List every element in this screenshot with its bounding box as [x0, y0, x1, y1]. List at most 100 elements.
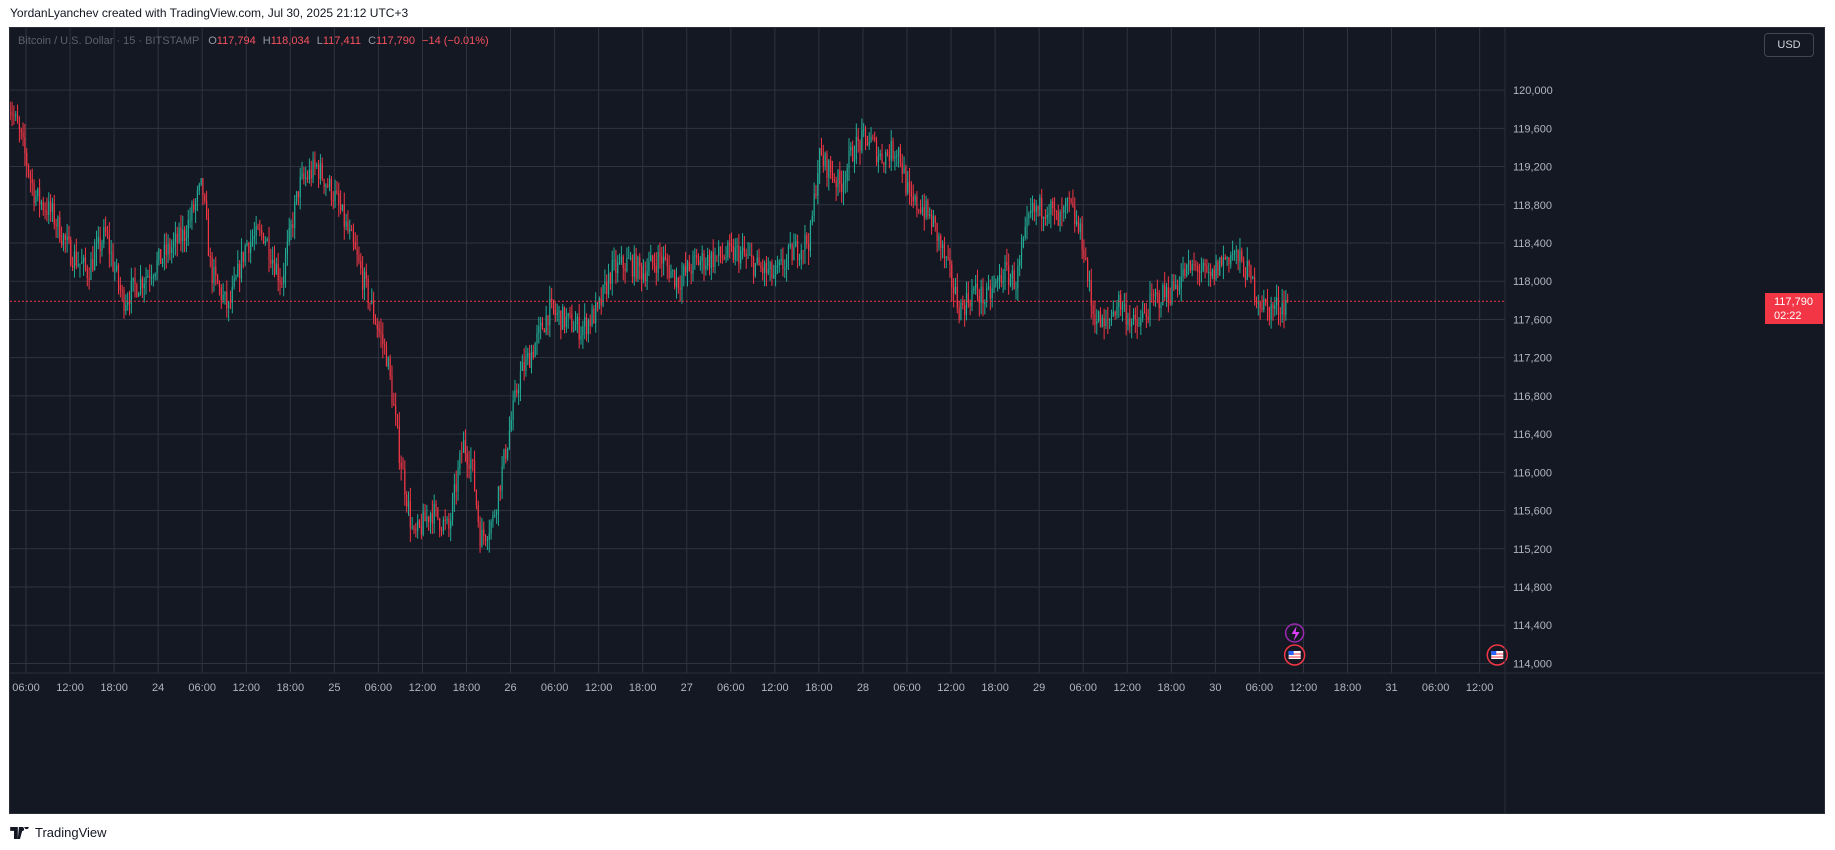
candle-body	[962, 302, 964, 306]
candle-body	[677, 277, 679, 289]
candle-body	[328, 179, 331, 187]
candle-body	[743, 247, 745, 255]
candle-body	[745, 254, 747, 256]
candle-body	[615, 259, 617, 274]
candle-body	[472, 459, 474, 461]
candle-body	[991, 288, 993, 299]
candle-body	[696, 255, 698, 258]
symbol-name[interactable]: Bitcoin / U.S. Dollar · 15 · BITSTAMP	[18, 35, 200, 47]
candle-body	[462, 440, 465, 453]
candle-body	[519, 371, 522, 390]
y-tick-label: 116,800	[1513, 391, 1552, 403]
candle-body	[989, 286, 991, 299]
currency-button[interactable]: USD	[1764, 33, 1814, 57]
candle-body	[795, 240, 797, 247]
price-chart[interactable]: 114,000 114,400 114,800 115,200 115,600 116,0…	[10, 28, 1825, 814]
candle-body	[705, 265, 707, 270]
x-tick-label: 12:00	[409, 682, 437, 694]
candle-body	[1030, 210, 1032, 214]
candle-body	[765, 263, 768, 274]
x-tick-label: 24	[152, 682, 164, 694]
candle-body	[719, 246, 722, 257]
candle-body	[771, 262, 773, 278]
candle-body	[747, 254, 749, 256]
candle-body	[211, 256, 213, 284]
candle-body	[890, 140, 892, 161]
candle-body	[573, 330, 575, 332]
candle-body	[171, 247, 173, 254]
candle-body	[301, 173, 303, 177]
candle-body	[292, 224, 294, 228]
candle-body	[136, 284, 138, 297]
candle-body	[455, 484, 457, 492]
candle-body	[813, 193, 815, 217]
candle-body	[1068, 197, 1070, 199]
us-flag-event-icon[interactable]	[1283, 644, 1306, 666]
candle-body	[231, 286, 233, 303]
candle-body	[145, 277, 147, 284]
candle-body	[321, 163, 323, 180]
x-tick-label: 12:00	[56, 682, 84, 694]
candle-body	[584, 317, 586, 327]
candle-body	[152, 276, 154, 278]
candle-body	[1145, 312, 1147, 318]
candle-body	[481, 529, 483, 547]
candle-body	[1244, 276, 1247, 280]
candle-body	[1063, 206, 1065, 213]
candle-body	[198, 184, 200, 191]
candle-body	[885, 151, 887, 165]
candle-body	[250, 241, 252, 253]
candle-body	[956, 286, 958, 309]
chart-panel[interactable]: 114,000 114,400 114,800 115,200 115,600 116,0…	[9, 27, 1825, 814]
candle-body	[1281, 302, 1283, 315]
candle-body	[413, 527, 415, 529]
candle-body	[1098, 311, 1100, 322]
symbol-legend[interactable]: Bitcoin / U.S. Dollar · 15 · BITSTAMP O1…	[18, 35, 489, 47]
candle-body	[1081, 223, 1083, 250]
candle-body	[516, 389, 518, 394]
candle-body	[349, 229, 351, 232]
candle-body	[501, 465, 503, 491]
candle-body	[975, 283, 977, 289]
candle-body	[468, 464, 470, 470]
candle-body	[596, 302, 599, 304]
candle-body	[240, 251, 243, 279]
candle-body	[178, 227, 180, 243]
candle-body	[1220, 257, 1223, 266]
candle-body	[510, 420, 512, 431]
candle-body	[356, 248, 358, 255]
candle-body	[1224, 257, 1226, 260]
candle-body	[420, 525, 422, 535]
candle-body	[1197, 266, 1199, 273]
candle-body	[409, 501, 411, 528]
candle-body	[774, 265, 777, 275]
candle-body	[1202, 262, 1204, 271]
candle-body	[534, 343, 536, 357]
footer-brand[interactable]: TradingView	[10, 825, 107, 840]
candle-body	[1118, 294, 1120, 307]
candle-body	[565, 316, 567, 328]
candle-body	[255, 226, 257, 236]
candle-body	[339, 204, 342, 211]
lightning-event-icon[interactable]	[1284, 623, 1305, 643]
candle-body	[1008, 265, 1010, 286]
candle-body	[762, 267, 764, 274]
candle-body	[598, 298, 600, 303]
us-flag-event-icon[interactable]	[1486, 644, 1509, 666]
candle-body	[1101, 317, 1103, 328]
x-tick-label: 06:00	[188, 682, 216, 694]
candle-body	[1006, 262, 1008, 266]
candle-body	[165, 244, 167, 255]
candle-body	[1274, 305, 1276, 309]
candle-body	[141, 278, 143, 289]
candle-body	[852, 146, 854, 161]
candle-body	[648, 261, 650, 272]
candle-body	[363, 271, 366, 290]
candle-body	[139, 278, 142, 293]
candle-body	[202, 178, 204, 196]
candle-body	[200, 178, 202, 185]
candle-body	[497, 486, 500, 513]
candle-body	[536, 332, 538, 344]
candle-body	[674, 270, 676, 287]
candle-body	[576, 316, 578, 325]
